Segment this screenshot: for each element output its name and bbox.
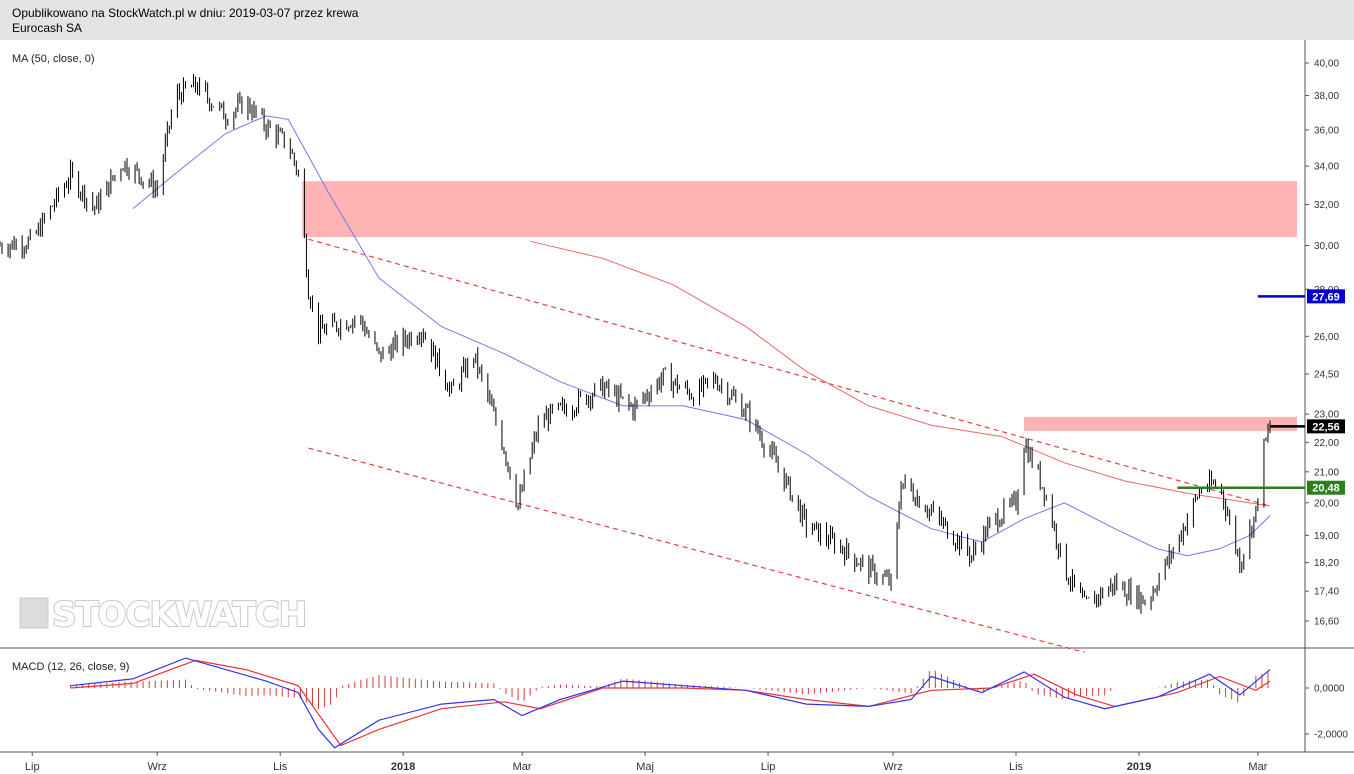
resistance-zone	[1024, 416, 1297, 431]
resistance-zone	[302, 181, 1297, 238]
y-tick-label: 26,00	[1314, 332, 1339, 343]
x-tick-label: Lis	[1009, 761, 1024, 773]
macd-signal-line	[70, 659, 1271, 747]
level-badge	[1307, 480, 1345, 495]
stockwatch-logo-icon	[19, 597, 49, 629]
x-tick-label: Lis	[273, 761, 288, 773]
x-tick-label: Maj	[636, 761, 654, 773]
x-tick-label: Lip	[25, 761, 40, 773]
y-tick-label: 30,00	[1314, 241, 1339, 252]
level-badge-label: 22,56	[1312, 421, 1340, 433]
macd-y-tick-label: -2,0000	[1314, 730, 1348, 741]
level-badge-label: 20,48	[1312, 483, 1340, 495]
y-tick-label: 24,50	[1314, 370, 1339, 381]
macd-y-tick-label: 0,0000	[1314, 684, 1345, 695]
y-tick-label: 32,00	[1314, 200, 1339, 211]
watermark-text: STOCKWATCH	[52, 595, 306, 635]
macd-indicator-label: MACD (12, 26, close, 9)	[12, 661, 129, 673]
resistance-zones	[302, 181, 1297, 431]
ma-indicator-label: MA (50, close, 0)	[12, 53, 95, 65]
instrument-name: Eurocash SA	[12, 21, 83, 35]
y-tick-label: 40,00	[1314, 59, 1339, 70]
y-tick-label: 21,00	[1314, 467, 1339, 478]
x-tick-label: Mar	[1248, 761, 1267, 773]
macd-panel	[70, 657, 1271, 749]
trend-line-lower	[308, 447, 1085, 653]
y-tick-label: 38,00	[1314, 91, 1339, 102]
price-candles	[0, 74, 1271, 614]
published-info: Opublikowano na StockWatch.pl w dniu: 20…	[12, 6, 359, 20]
level-badge	[1307, 419, 1345, 434]
x-tick-label: Wrz	[148, 761, 167, 773]
x-tick-label: Mar	[513, 761, 532, 773]
x-tick-label: Lip	[761, 761, 776, 773]
stockwatch-watermark: STOCKWATCH	[19, 594, 308, 636]
trend-channel	[308, 238, 1271, 653]
y-tick-label: 16,60	[1314, 617, 1339, 628]
y-tick-label: 18,20	[1314, 558, 1339, 569]
ma200-line	[530, 240, 1271, 507]
level-badge-label: 27,69	[1312, 291, 1340, 303]
trend-line-upper	[308, 238, 1271, 507]
y-tick-label: 34,00	[1314, 162, 1339, 173]
y-tick-label: 20,00	[1314, 498, 1339, 509]
x-tick-label: 2019	[1127, 761, 1151, 773]
level-badge	[1307, 289, 1345, 304]
y-tick-label: 36,00	[1314, 125, 1339, 136]
y-tick-label: 19,00	[1314, 531, 1339, 542]
chart-header: Opublikowano na StockWatch.pl w dniu: 20…	[0, 0, 1354, 40]
y-tick-label: 23,00	[1314, 410, 1339, 421]
y-tick-label: 22,00	[1314, 438, 1339, 449]
x-tick-label: Wrz	[883, 761, 902, 773]
macd-line	[70, 657, 1271, 749]
x-tick-label: 2018	[391, 761, 415, 773]
y-tick-label: 17,40	[1314, 587, 1339, 598]
price-levels: 27,69 22,56 20,48	[1177, 289, 1345, 495]
